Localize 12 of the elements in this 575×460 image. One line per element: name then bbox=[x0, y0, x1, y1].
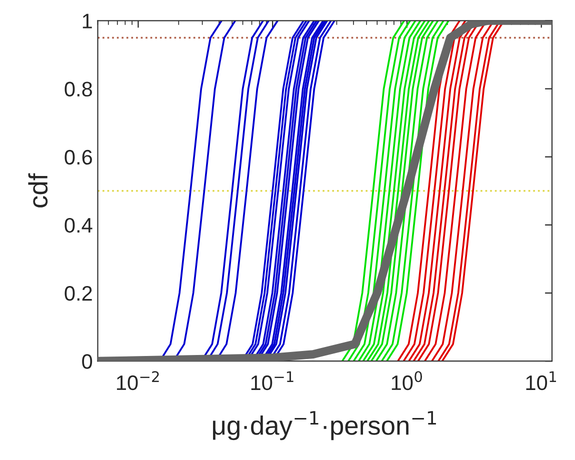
y-tick-label: 1 bbox=[82, 14, 92, 28]
x-tick-label: 10$^{−2}$ bbox=[116, 371, 159, 390]
y-tick-label: 0.8 bbox=[64, 82, 92, 97]
x-tick-label: 10$^{0}$ bbox=[392, 371, 422, 390]
y-tick-label: 0.6 bbox=[64, 150, 92, 165]
x-tick-label: 10$^{−1}$ bbox=[251, 371, 294, 390]
y-axis-title: cdf bbox=[28, 173, 48, 208]
y-tick-label: 0.2 bbox=[64, 286, 92, 301]
y-tick-label: 0.4 bbox=[64, 218, 92, 233]
x-axis-title: μg·day$^{−1}$·person$^{−1}$ bbox=[213, 411, 436, 440]
y-tick-label: 0 bbox=[82, 354, 92, 369]
x-tick-label: 10$^{1}$ bbox=[526, 371, 556, 390]
